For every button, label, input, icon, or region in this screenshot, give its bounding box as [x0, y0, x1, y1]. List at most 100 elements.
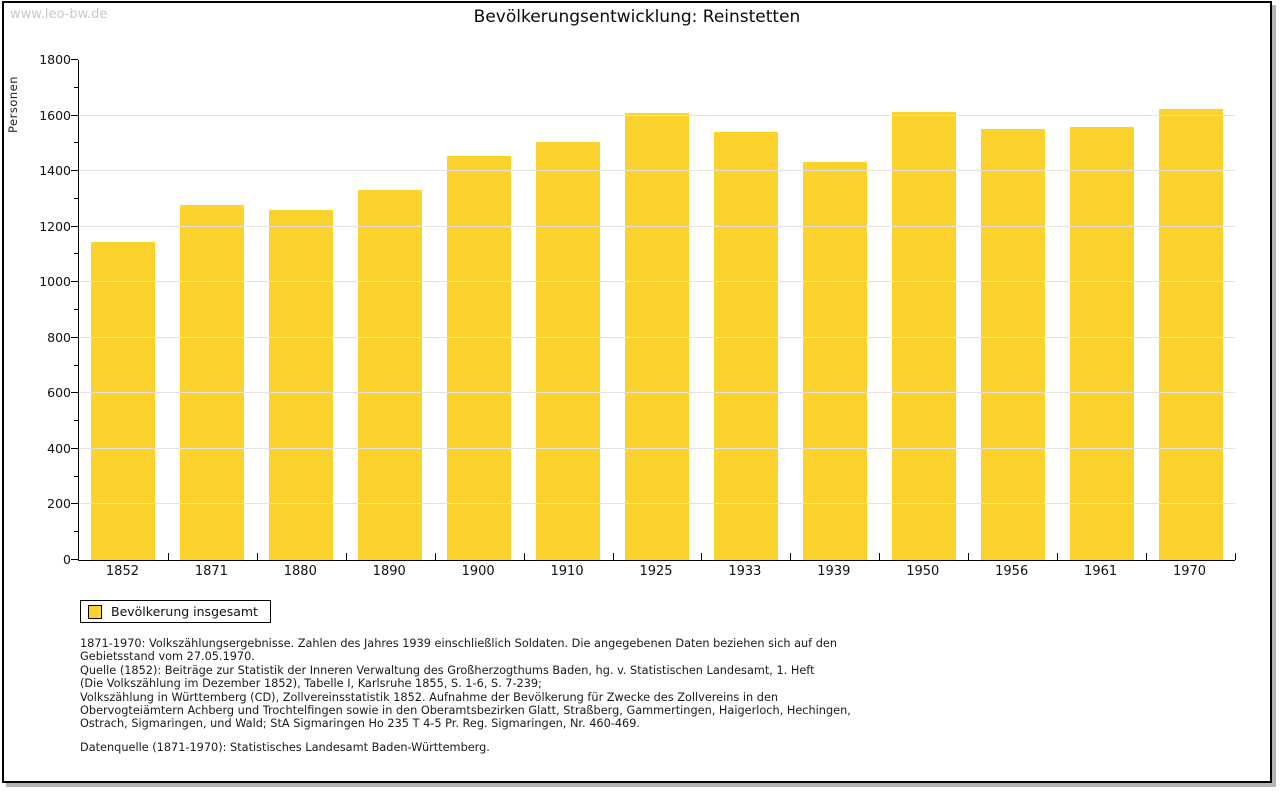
gridline-1000	[79, 281, 1235, 283]
bar-1950	[891, 111, 956, 560]
x-tick-13	[1235, 553, 1236, 560]
y-tick-label-1200: 1200	[39, 218, 71, 234]
source-note-line-1: 1871-1970: Volkszählungsergebnisse. Zahl…	[80, 637, 838, 650]
bar-1933	[713, 131, 778, 560]
source-note-line-5: Volkszählung in Württemberg (CD), Zollve…	[80, 690, 779, 704]
x-label-1880: 1880	[283, 564, 317, 579]
y-tick-label-1000: 1000	[39, 274, 71, 290]
legend-label: Bevölkerung insgesamt	[111, 604, 258, 619]
x-label-1956: 1956	[995, 564, 1029, 579]
x-tick-7	[701, 553, 703, 560]
y-tick-major-0	[71, 559, 78, 560]
y-tick-label-1800: 1800	[39, 52, 71, 67]
bar-slot-1925	[613, 60, 702, 560]
y-tick-minor-300	[74, 475, 78, 477]
bar-1900	[447, 155, 512, 560]
y-tick-minor-100	[74, 531, 78, 533]
y-tick-minor-1100	[74, 253, 78, 255]
y-tick-minor-1700	[74, 86, 78, 88]
x-label-1950: 1950	[906, 564, 940, 579]
bar-1910	[536, 142, 601, 560]
y-tick-label-0: 0	[63, 552, 71, 567]
source-note-line-2: Gebietsstand vom 27.05.1970.	[80, 650, 255, 664]
source-note-line-6: Obervogteiämtern Achberg und Trochtelfin…	[80, 704, 851, 718]
bar-1961	[1069, 126, 1134, 560]
plot-area: 0 200 400 600 800 1000 1200 1400 1600 1800	[39, 52, 1236, 567]
bar-1852	[91, 241, 156, 560]
y-tick-major-1800	[71, 59, 78, 60]
x-tick-5	[523, 553, 525, 560]
x-label-1933: 1933	[728, 564, 762, 579]
y-tick-major-600	[71, 392, 78, 394]
y-tick-label-600: 600	[47, 385, 71, 401]
y-tick-major-1200	[71, 225, 78, 227]
gridline-1200	[79, 225, 1235, 227]
y-tick-label-400: 400	[47, 440, 71, 456]
y-tick-minor-1500	[74, 142, 78, 144]
x-label-1961: 1961	[1084, 564, 1118, 579]
gridline-400	[79, 447, 1235, 449]
bar-slot-1871	[168, 60, 257, 560]
bar-slot-1933	[701, 60, 790, 560]
bar-slot-1956	[968, 60, 1057, 560]
source-note-line-3: Quelle (1852): Beiträge zur Statistik de…	[80, 663, 815, 677]
source-note-line-4: (Die Volkszählung im Dezember 1852), Tab…	[80, 677, 542, 691]
x-label-1925: 1925	[639, 564, 673, 579]
bar-1880	[269, 209, 334, 560]
bar-slot-1890	[346, 60, 435, 560]
y-tick-label-200: 200	[47, 496, 71, 512]
source-notes: 1871-1970: Volkszählungsergebnisse. Zahl…	[80, 637, 1200, 731]
gridline-1400	[79, 170, 1235, 172]
y-tick-major-1600	[71, 114, 78, 116]
x-tick-12	[1146, 553, 1148, 560]
bar-1939	[802, 161, 867, 560]
x-axis-labels: 1852 1871 1880 1890 1900 1910 1925 1933 1939 1950…	[78, 564, 1234, 579]
source-note-line-7: Ostrach, Sigmaringen, und Wald; StA Sigm…	[80, 717, 641, 731]
datasource-line: Datenquelle (1871-1970): Statistisches L…	[80, 741, 490, 754]
legend: Bevölkerung insgesamt	[80, 600, 271, 623]
bars-container	[79, 60, 1235, 560]
x-label-1890: 1890	[372, 564, 406, 579]
watermark-url: www.leo-bw.de	[10, 7, 108, 22]
y-tick-minor-900	[74, 309, 78, 310]
bar-1871	[180, 205, 245, 560]
x-tick-11	[1057, 553, 1059, 560]
x-tick-4	[434, 553, 436, 560]
x-label-1852: 1852	[105, 564, 139, 579]
y-axis-title: Personen	[6, 75, 20, 133]
y-tick-minor-1300	[74, 197, 78, 199]
bar-slot-1970	[1146, 60, 1235, 560]
y-tick-minor-500	[74, 420, 78, 422]
y-tick-label-1400: 1400	[39, 163, 71, 179]
bar-slot-1852	[79, 60, 168, 560]
gridline-800	[79, 336, 1235, 338]
chart-title: Bevölkerungsentwicklung: Reinstetten	[473, 7, 801, 27]
y-tick-label-800: 800	[47, 329, 71, 345]
x-label-1900: 1900	[461, 564, 495, 579]
bar-1956	[980, 129, 1045, 560]
y-tick-major-1000	[71, 281, 78, 283]
x-tick-9	[879, 553, 881, 560]
y-tick-major-1400	[71, 170, 78, 172]
gridline-1600	[79, 114, 1235, 116]
bar-slot-1950	[879, 60, 968, 560]
bar-slot-1939	[790, 60, 879, 560]
x-label-1939: 1939	[817, 564, 851, 579]
x-label-1970: 1970	[1172, 564, 1207, 579]
y-tick-major-200	[71, 503, 78, 505]
x-tick-8	[790, 553, 792, 560]
x-label-1871: 1871	[194, 564, 228, 579]
bar-slot-1910	[524, 60, 613, 560]
y-tick-major-800	[71, 336, 78, 338]
bar-slot-1880	[257, 60, 346, 560]
x-tick-3	[345, 553, 347, 560]
bar-1890	[358, 190, 423, 560]
y-tick-major-400	[71, 447, 78, 449]
gridline-200	[79, 503, 1235, 505]
gridline-600	[79, 392, 1235, 394]
x-tick-6	[612, 553, 614, 560]
x-tick-1	[167, 553, 169, 560]
x-tick-10	[968, 553, 970, 560]
y-tick-minor-700	[74, 364, 78, 366]
